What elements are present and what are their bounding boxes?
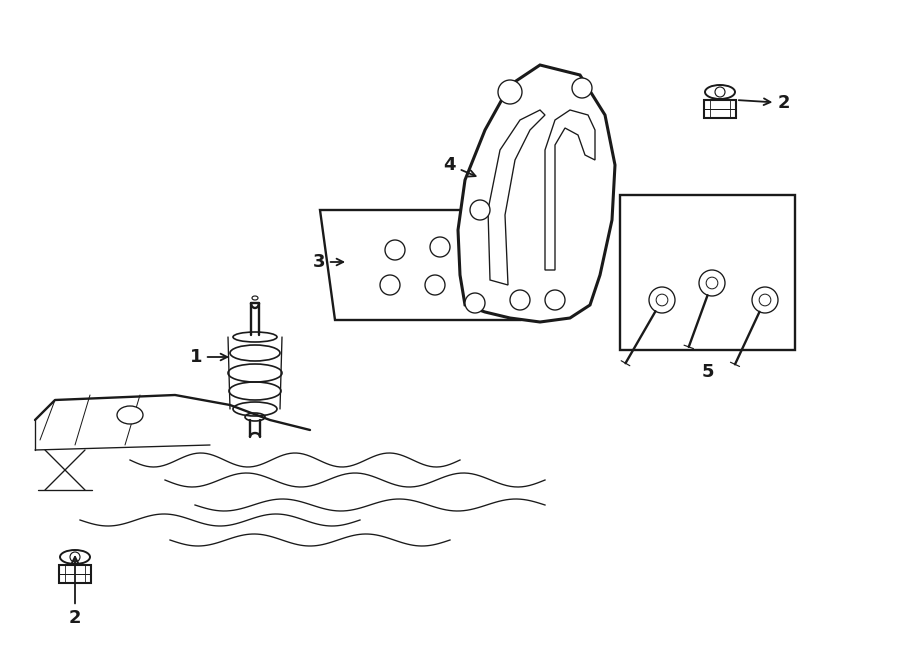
Ellipse shape [60, 550, 90, 564]
Circle shape [510, 290, 530, 310]
Circle shape [572, 78, 592, 98]
Circle shape [385, 240, 405, 260]
Bar [704, 100, 736, 118]
Text: 5: 5 [701, 363, 714, 381]
Circle shape [470, 200, 490, 220]
Text: 2: 2 [68, 557, 81, 627]
Circle shape [425, 275, 445, 295]
Text: 3: 3 [312, 253, 343, 271]
Circle shape [465, 293, 485, 313]
Polygon shape [320, 210, 520, 320]
Circle shape [430, 237, 450, 257]
Bar [59, 565, 91, 583]
Polygon shape [458, 65, 615, 322]
Text: 1: 1 [190, 348, 227, 366]
Text: 2: 2 [739, 94, 790, 112]
Ellipse shape [705, 85, 735, 99]
Text: 4: 4 [444, 156, 475, 176]
Bar [620, 195, 795, 350]
Circle shape [649, 287, 675, 313]
Circle shape [380, 275, 400, 295]
Ellipse shape [117, 406, 143, 424]
Circle shape [498, 80, 522, 104]
Polygon shape [545, 110, 595, 270]
Circle shape [752, 287, 778, 313]
Circle shape [699, 270, 725, 296]
Circle shape [545, 290, 565, 310]
Polygon shape [488, 110, 545, 285]
